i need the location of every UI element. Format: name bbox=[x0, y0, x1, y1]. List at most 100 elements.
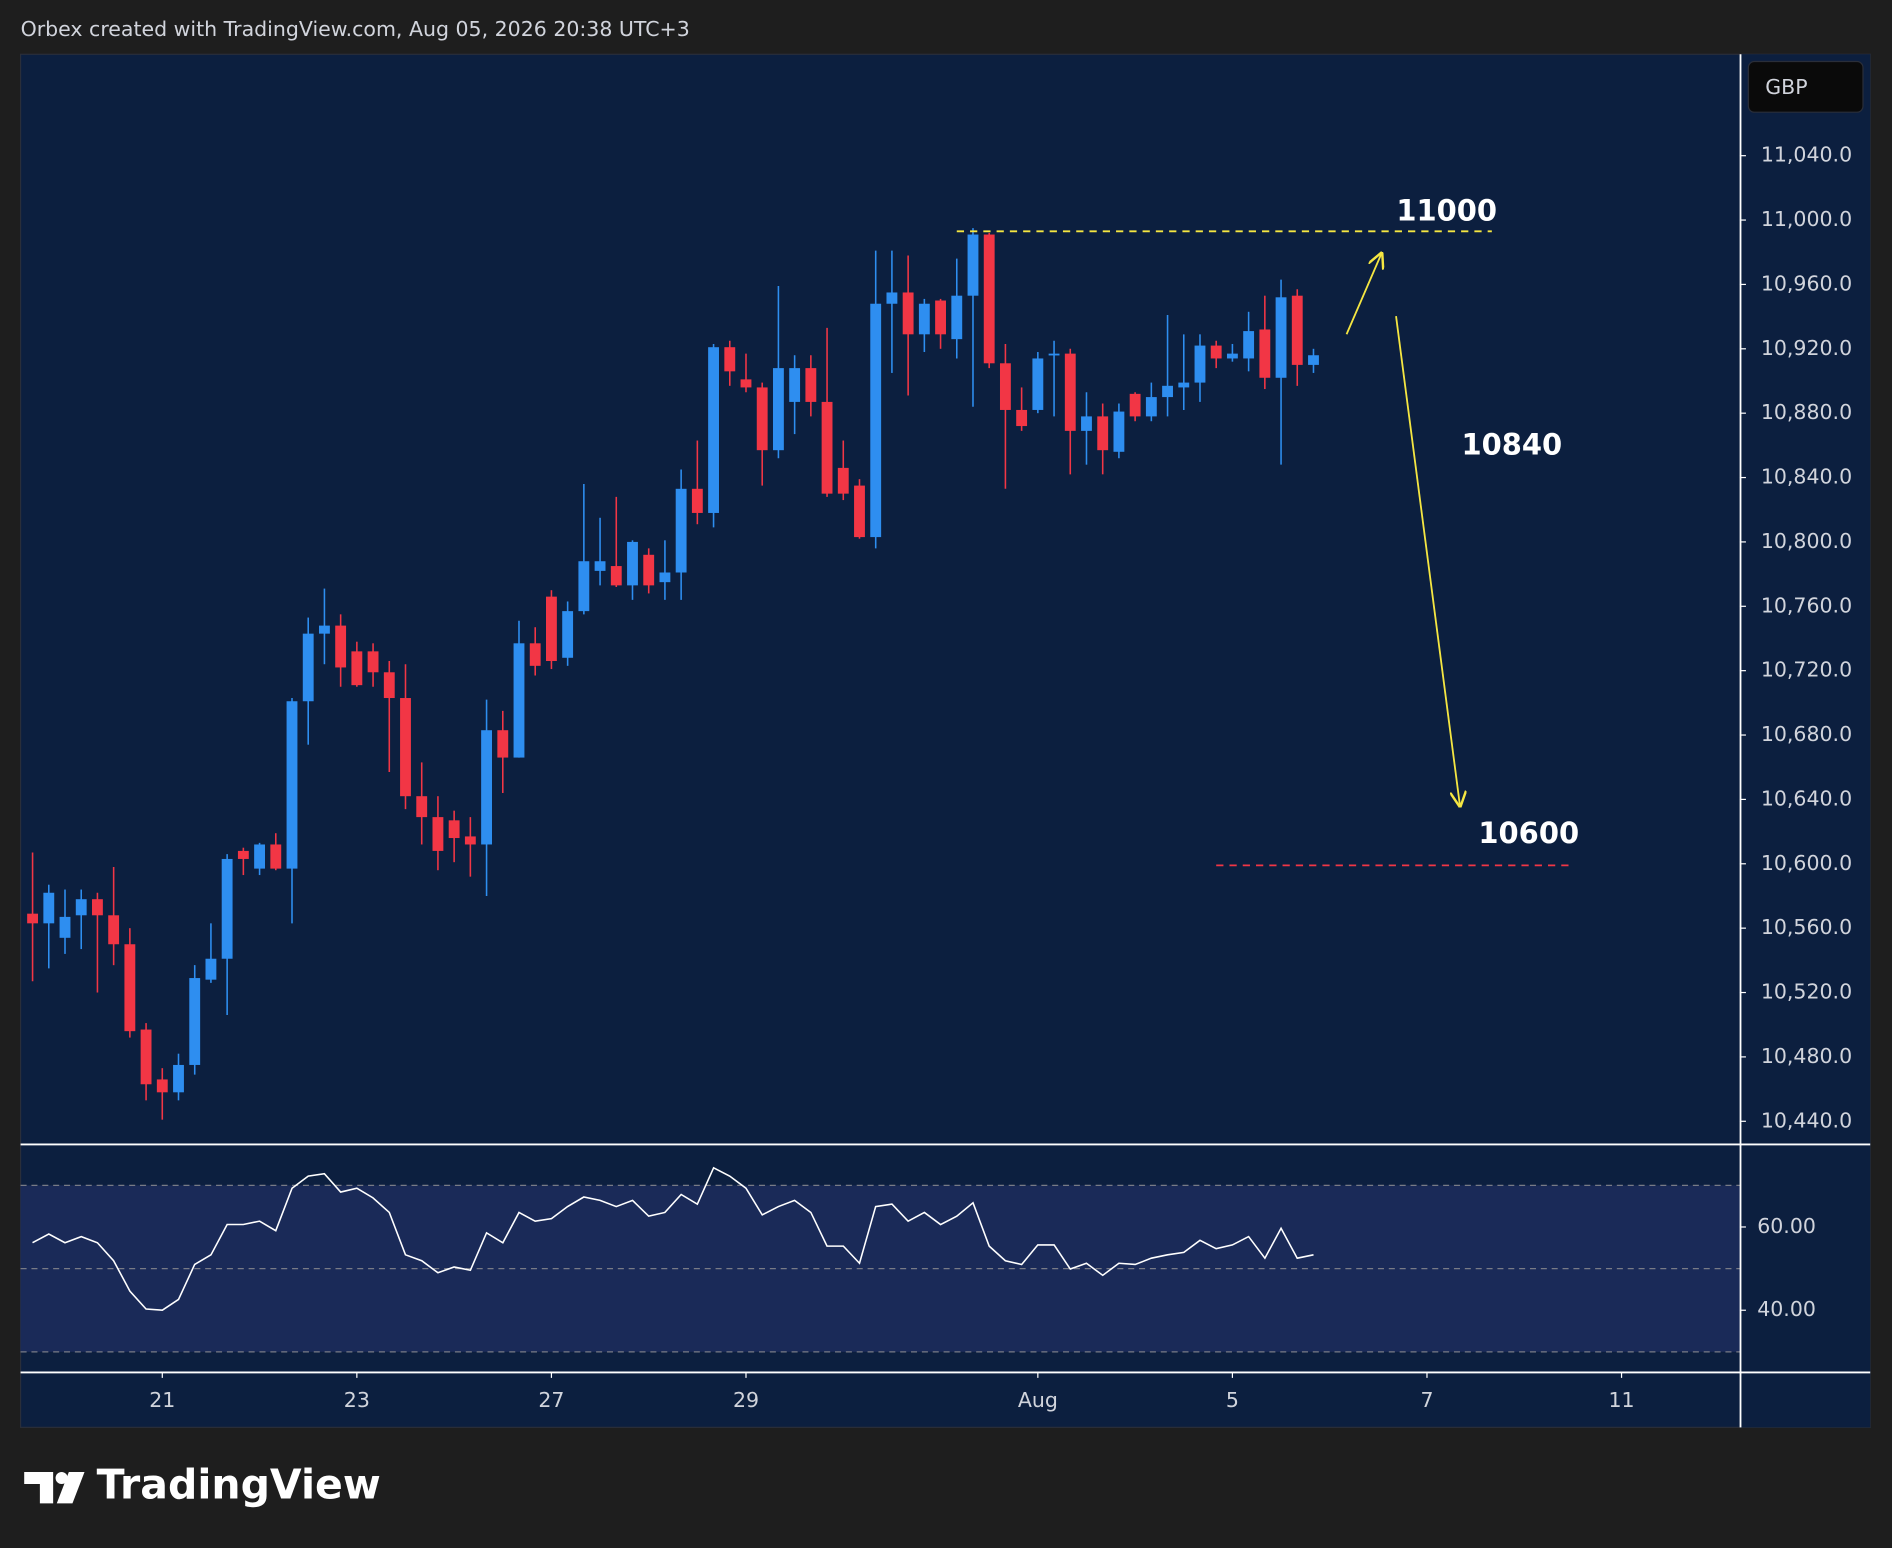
candle-body bbox=[189, 978, 201, 1065]
candle-body bbox=[643, 554, 655, 586]
candle-body bbox=[464, 836, 476, 845]
x-tick-label: 5 bbox=[1226, 1388, 1239, 1412]
candle-body bbox=[545, 596, 557, 662]
y-tick-label: 10,840.0 bbox=[1761, 465, 1852, 489]
candle-body bbox=[1145, 397, 1157, 417]
candle-body bbox=[59, 916, 71, 938]
x-tick-label: 29 bbox=[733, 1388, 759, 1412]
candle-body bbox=[594, 561, 606, 571]
x-tick-label: 23 bbox=[344, 1388, 370, 1412]
candle-body bbox=[92, 899, 103, 916]
y-tick-label: 10,960.0 bbox=[1761, 271, 1852, 295]
candle-body bbox=[1291, 295, 1303, 365]
candle-body bbox=[481, 730, 492, 845]
candle-body bbox=[75, 899, 87, 916]
candle-body bbox=[400, 698, 411, 797]
y-tick-label: 10,920.0 bbox=[1761, 336, 1852, 360]
candle-body bbox=[335, 625, 347, 668]
candle-body bbox=[1243, 331, 1255, 359]
level-label: 11000 bbox=[1396, 193, 1497, 227]
candle-body bbox=[1097, 416, 1109, 451]
y-tick-label: 10,880.0 bbox=[1761, 400, 1852, 424]
currency-label: GBP bbox=[1765, 75, 1807, 99]
candle-body bbox=[708, 347, 719, 513]
y-tick-label: 10,760.0 bbox=[1761, 593, 1852, 617]
candle-body bbox=[432, 817, 444, 851]
candle-body bbox=[529, 643, 541, 666]
candle-body bbox=[416, 796, 428, 818]
candle-body bbox=[789, 368, 801, 402]
y-tick-label: 10,440.0 bbox=[1761, 1108, 1852, 1132]
candle-body bbox=[967, 234, 979, 296]
candle-body bbox=[902, 292, 914, 335]
candle-body bbox=[351, 651, 363, 686]
y-tick-label: 10,720.0 bbox=[1761, 658, 1852, 682]
candle-body bbox=[1113, 411, 1125, 452]
candle-body bbox=[1226, 353, 1238, 359]
candle-body bbox=[448, 820, 460, 839]
candle-body bbox=[497, 730, 509, 758]
candle-body bbox=[724, 347, 736, 372]
y-tick-label: 10,640.0 bbox=[1761, 786, 1852, 810]
candle-body bbox=[659, 572, 671, 583]
y-tick-label: 11,000.0 bbox=[1761, 207, 1852, 231]
candle-body bbox=[951, 295, 963, 340]
candle-body bbox=[156, 1079, 168, 1093]
candle-body bbox=[627, 541, 638, 586]
x-tick-label: Aug bbox=[1018, 1388, 1058, 1412]
header-text: Orbex created with TradingView.com, Aug … bbox=[21, 17, 690, 41]
brand-logo bbox=[24, 1471, 85, 1504]
y-tick-label: 10,680.0 bbox=[1761, 722, 1852, 746]
candle-body bbox=[983, 234, 995, 364]
up-arrow bbox=[1345, 253, 1382, 335]
candle-body bbox=[318, 625, 330, 634]
candle-body bbox=[1194, 345, 1206, 383]
candle-body bbox=[999, 363, 1011, 410]
candle-body bbox=[1162, 385, 1173, 398]
candle-body bbox=[237, 850, 249, 859]
candle-body bbox=[1275, 297, 1287, 378]
y-tick-label: 10,480.0 bbox=[1761, 1044, 1852, 1068]
candle-body bbox=[772, 368, 784, 451]
down-arrow bbox=[1395, 315, 1460, 806]
candle-body bbox=[886, 292, 898, 304]
candle-body bbox=[870, 303, 882, 538]
y-tick-label: 10,600.0 bbox=[1761, 851, 1852, 875]
candle-body bbox=[837, 467, 849, 494]
candle-body bbox=[1032, 358, 1044, 410]
candle-body bbox=[1129, 393, 1141, 417]
x-tick-label: 7 bbox=[1420, 1388, 1433, 1412]
candle-body bbox=[173, 1064, 184, 1093]
candle-body bbox=[383, 672, 395, 699]
y-tick-label: 10,560.0 bbox=[1761, 915, 1852, 939]
candle-body bbox=[805, 368, 817, 402]
target-label: 10840 bbox=[1462, 427, 1563, 461]
candle-body bbox=[43, 892, 55, 924]
currency-badge[interactable] bbox=[1747, 60, 1864, 113]
candle-body bbox=[935, 300, 946, 335]
candle-body bbox=[124, 944, 136, 1032]
candle-body bbox=[756, 387, 768, 451]
candle-body bbox=[1081, 416, 1092, 431]
rsi-line bbox=[32, 1166, 1314, 1311]
candle-body bbox=[367, 651, 379, 673]
candle-body bbox=[562, 611, 574, 658]
candle-body bbox=[108, 915, 120, 945]
candle-body bbox=[1016, 409, 1028, 427]
y-tick-label: 11,040.0 bbox=[1761, 143, 1852, 167]
candle-body bbox=[286, 701, 298, 869]
y-tick-label: 40.00 bbox=[1757, 1297, 1816, 1321]
y-tick-label: 10,800.0 bbox=[1761, 529, 1852, 553]
candle-body bbox=[302, 633, 314, 702]
candle-body bbox=[1259, 329, 1271, 378]
candle-body bbox=[140, 1029, 152, 1085]
candle-body bbox=[205, 958, 217, 980]
candle-body bbox=[675, 488, 687, 573]
candle-body bbox=[221, 858, 233, 959]
candle-body bbox=[1064, 353, 1076, 431]
x-tick-label: 11 bbox=[1608, 1388, 1634, 1412]
candle-body bbox=[270, 844, 282, 869]
brand-name: TradingView bbox=[97, 1461, 381, 1509]
